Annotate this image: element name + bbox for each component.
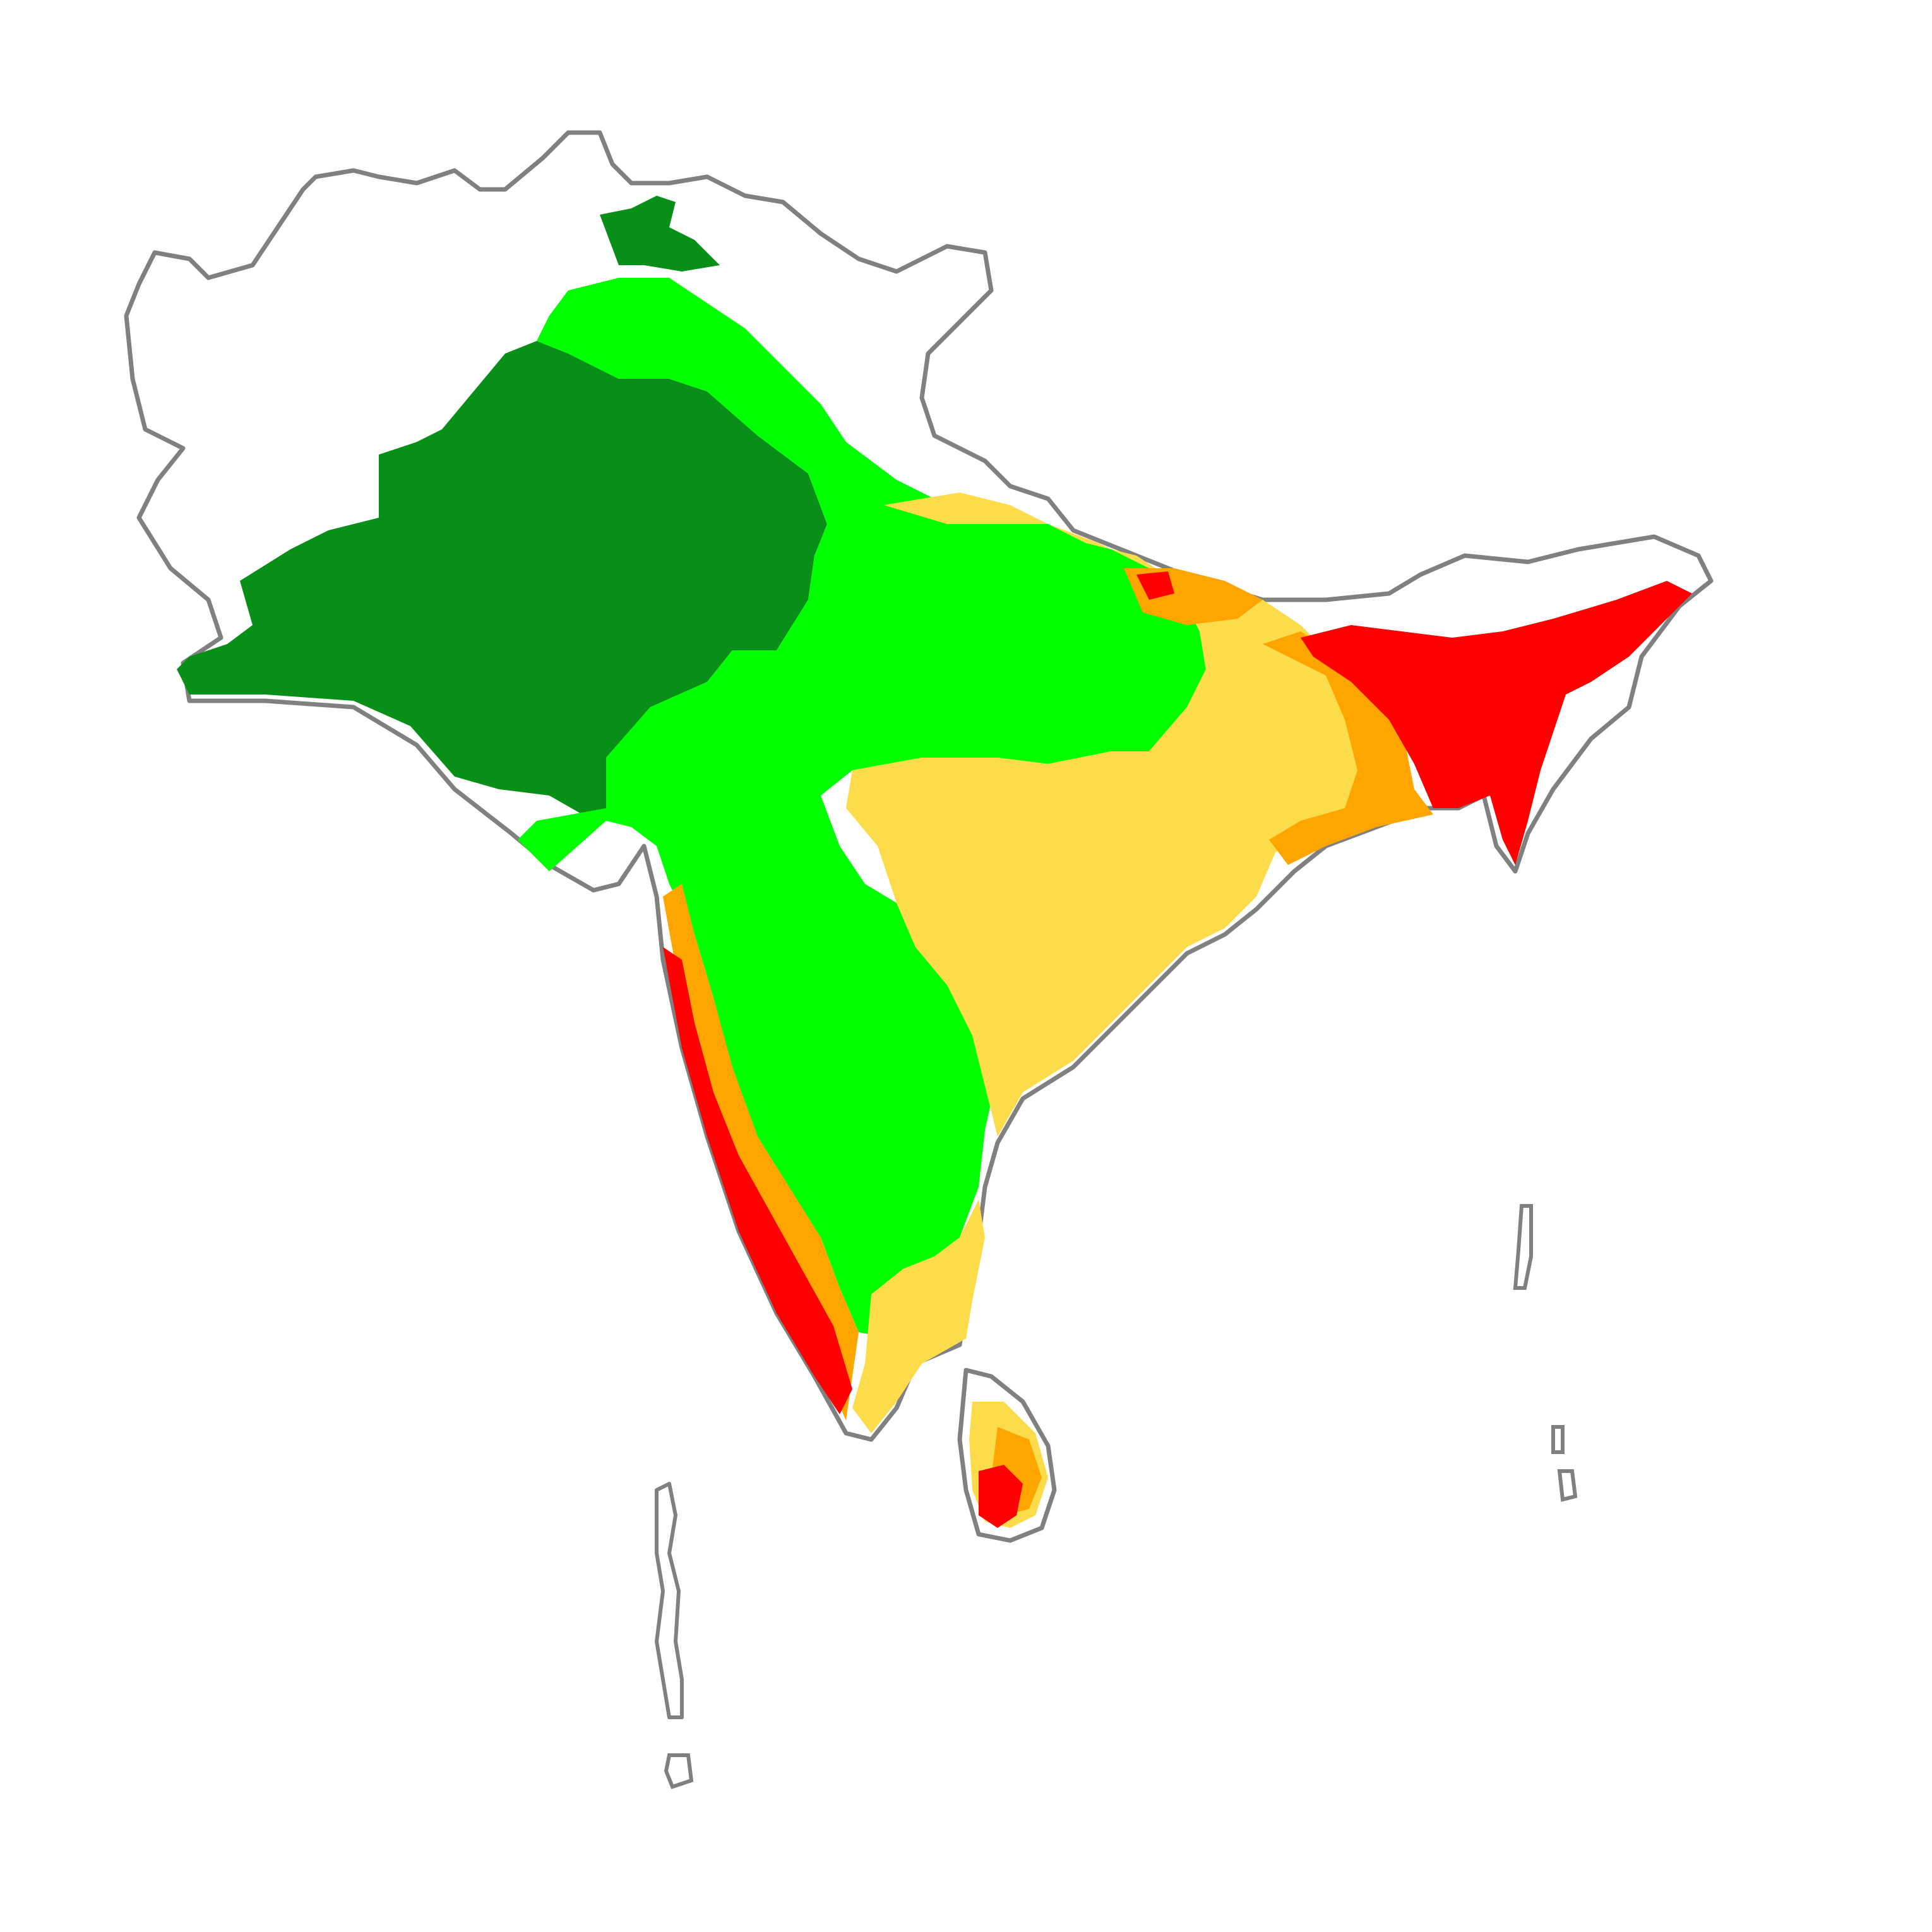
island-outlines bbox=[655, 1204, 1578, 1789]
class-2-region-central bbox=[518, 278, 1206, 1339]
class-1-region-kashmir bbox=[600, 196, 720, 271]
class-5-region-westcoast bbox=[663, 947, 852, 1414]
maldives-south-atoll bbox=[664, 1753, 694, 1789]
map-classes bbox=[177, 196, 1692, 1528]
andaman-outline bbox=[1513, 1204, 1533, 1290]
class-3-region-east bbox=[846, 492, 1376, 1136]
maldives-outline bbox=[655, 1482, 684, 1719]
class-5-region-northeast bbox=[1301, 581, 1692, 865]
class-5-spot-bihar bbox=[1136, 571, 1174, 600]
nicobar-outline bbox=[1551, 1425, 1578, 1502]
class-5-region-sri-lanka bbox=[979, 1465, 1023, 1528]
class-3-region-south-tip bbox=[852, 1200, 985, 1433]
class-4-region-bengal bbox=[1263, 631, 1433, 865]
